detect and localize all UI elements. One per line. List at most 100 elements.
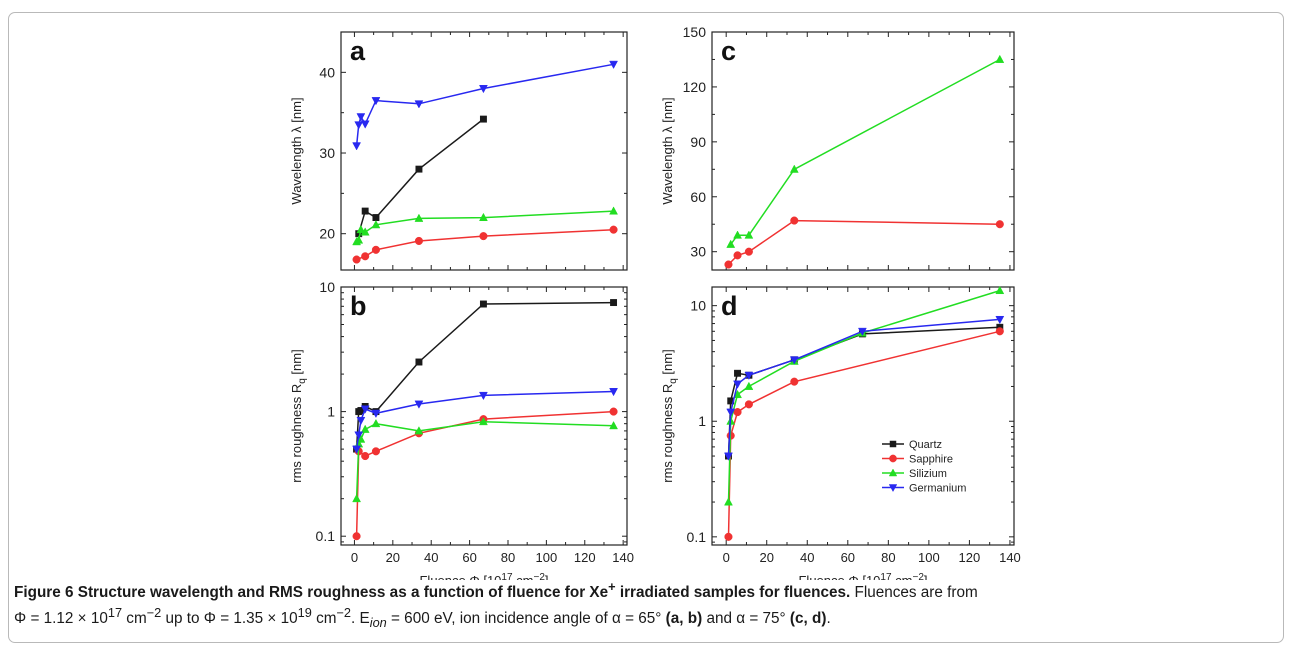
data-point: [724, 260, 733, 269]
y-tick-label: 30: [319, 145, 335, 161]
panel-b: 0 20 40 60 80 100 120 140 0.1 1 10 rms roughness Rq…: [289, 279, 634, 580]
data-point: [371, 245, 380, 254]
x-tick-label: 0: [351, 550, 358, 565]
data-point: [726, 239, 736, 248]
data-point: [995, 54, 1005, 63]
y-tick-label: 10: [690, 298, 706, 314]
series-line: [355, 410, 614, 537]
axes-box-a: [340, 31, 628, 271]
y-tick-label: 120: [683, 79, 707, 95]
data-point: [790, 216, 799, 225]
caption-text-2: Φ = 1.12 × 1017 cm−2 up to Φ = 1.35 × 10…: [14, 605, 831, 631]
series-germanium-a: [352, 60, 618, 151]
legend-marker: [888, 468, 898, 477]
data-point: [609, 225, 618, 234]
data-point: [414, 213, 424, 222]
data-point: [724, 532, 733, 541]
series-line: [727, 330, 1000, 537]
y-tick-label: 30: [690, 244, 706, 260]
data-point: [352, 142, 362, 151]
figure-caption: Figure 6 Structure wavelength and RMS ro…: [14, 577, 1274, 633]
data-point: [724, 497, 733, 506]
data-point: [352, 445, 362, 454]
series-germanium-d: [724, 315, 1005, 461]
data-point: [371, 447, 380, 456]
x-tick-label: 60: [841, 550, 855, 565]
y-tick-label: 1: [327, 404, 335, 420]
x-tick-label: 20: [759, 550, 773, 565]
data-point: [609, 60, 618, 69]
caption-text-1: Fluences are from: [850, 584, 978, 602]
x-tick-label: 100: [536, 550, 558, 565]
data-point: [361, 451, 370, 461]
data-point: [995, 220, 1004, 229]
legend-marker: [889, 440, 897, 448]
data-point: [610, 299, 618, 307]
data-point: [360, 227, 370, 236]
data-point: [995, 315, 1005, 325]
data-point: [995, 285, 1005, 295]
y-tick-label: 150: [683, 24, 707, 40]
series-line: [355, 420, 614, 499]
series-quartz-d: [725, 323, 1004, 460]
series-sapphire-a: [352, 225, 618, 264]
series-sapphire-b: [352, 407, 618, 541]
y-axis-label: rms roughness Rq [nm]: [289, 349, 308, 482]
data-point: [354, 431, 364, 440]
data-point: [609, 407, 618, 416]
series-line: [730, 58, 1001, 245]
data-point: [857, 327, 867, 337]
x-tick-label: 140: [999, 550, 1021, 565]
figure-frame: [8, 12, 1284, 643]
caption-title: Figure 6 Structure wavelength and RMS ro…: [14, 579, 851, 602]
data-point: [733, 380, 742, 389]
legend-label: Quartz: [909, 439, 942, 451]
x-tick-label: 100: [918, 550, 940, 565]
data-point: [724, 452, 733, 461]
legend-marker: [888, 484, 898, 493]
panel-label-b: b: [350, 291, 367, 321]
data-point: [479, 212, 488, 222]
data-point: [726, 408, 736, 417]
data-point: [789, 356, 799, 365]
y-tick-label: 90: [690, 134, 706, 150]
y-tick-label: 10: [319, 279, 335, 295]
data-point: [744, 247, 753, 256]
data-point: [479, 391, 488, 401]
x-axis-label: Fluence Φ [1017 cm−2]: [419, 572, 548, 580]
data-point: [361, 252, 370, 261]
data-point: [371, 409, 381, 418]
data-point: [609, 388, 618, 397]
y-axis-label: Wavelength λ [nm]: [289, 97, 304, 204]
data-point: [352, 532, 361, 541]
axes-box-d: [711, 286, 1015, 546]
data-point: [371, 418, 381, 428]
data-point: [356, 113, 366, 122]
data-point: [354, 235, 364, 244]
legend-label: Germanium: [909, 483, 966, 495]
x-tick-label: 140: [612, 550, 634, 565]
data-point: [479, 85, 488, 94]
data-point: [609, 421, 618, 430]
data-point: [360, 405, 370, 414]
x-axis-label: Fluence Φ [1017 cm−2]: [798, 572, 927, 580]
series-quartz-b: [353, 299, 618, 453]
x-tick-label: 40: [424, 550, 438, 565]
series-line: [355, 63, 614, 146]
y-axis-label: rms roughness Rq [nm]: [660, 349, 679, 482]
y-tick-label: 20: [319, 226, 335, 242]
data-point: [371, 220, 381, 229]
y-tick-label: 40: [319, 64, 335, 80]
data-point: [352, 255, 361, 264]
series-line: [727, 326, 1000, 457]
series-line: [727, 318, 1000, 457]
series-sapphire-d: [724, 327, 1004, 541]
panel-c: 30 60 90 120 150 Wavelength λ [nm] c: [660, 24, 1015, 271]
data-point: [356, 224, 366, 234]
data-point: [360, 424, 370, 433]
panel-label-d: d: [721, 291, 738, 321]
data-point: [733, 230, 742, 239]
x-tick-label: 80: [501, 550, 515, 565]
data-point: [414, 236, 423, 246]
panel-a: 20 30 40 Wavelength λ [nm] a: [289, 31, 628, 271]
